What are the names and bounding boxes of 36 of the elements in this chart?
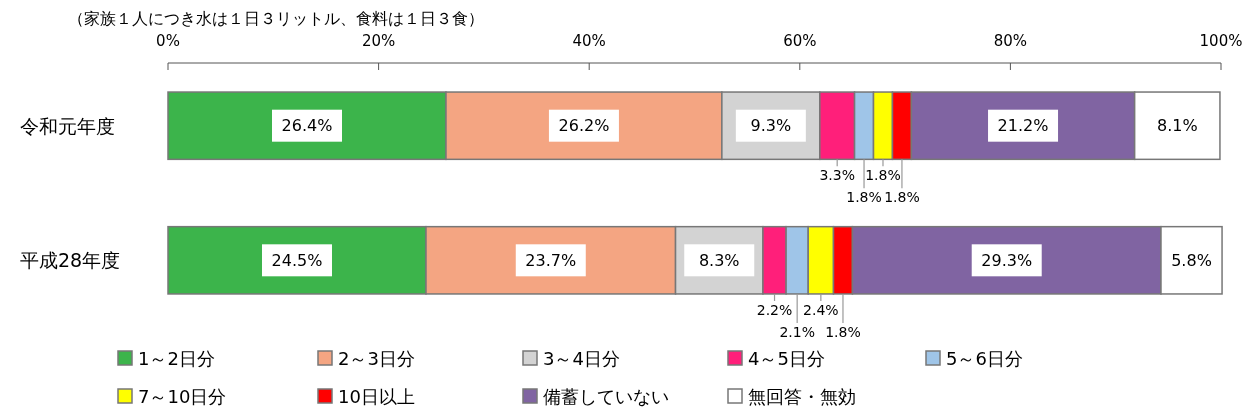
x-tick-label: 20% xyxy=(361,32,396,50)
y-tick-label: 平成28年度 xyxy=(20,249,121,272)
data-label: 1.8% xyxy=(825,323,861,340)
legend-label: 2～3日分 xyxy=(338,347,415,369)
data-label: 2.2% xyxy=(756,301,793,318)
legend-label: 3～4日分 xyxy=(543,347,620,369)
data-label: 2.4% xyxy=(803,301,839,318)
data-label: 8.1% xyxy=(1156,116,1198,136)
data-label: 3.3% xyxy=(819,167,855,184)
legend-label: 5～6日分 xyxy=(946,347,1023,369)
data-label: 8.3% xyxy=(698,250,740,270)
x-tick-label: 100% xyxy=(1199,32,1243,50)
data-label: 5.8% xyxy=(1171,250,1212,270)
legend-label: 4～5日分 xyxy=(748,347,825,369)
legend-label: 無回答・無効 xyxy=(748,385,856,407)
data-label: 26.2% xyxy=(558,116,610,136)
data-label: 23.7% xyxy=(525,250,577,270)
data-label: 9.3% xyxy=(750,116,792,136)
x-tick-label: 60% xyxy=(783,32,817,50)
legend-label: 7～10日分 xyxy=(138,385,227,407)
chart-title: （家族１人につき水は１日３リットル、食料は１日３食） xyxy=(68,9,484,28)
data-label: 1.8% xyxy=(884,189,920,206)
data-label: 2.1% xyxy=(779,323,815,340)
data-label: 1.8% xyxy=(865,167,901,184)
x-tick-label: 0% xyxy=(156,32,180,50)
x-tick-label: 40% xyxy=(572,32,606,50)
legend-label: 備蓄していない xyxy=(543,385,669,407)
y-tick-label: 令和元年度 xyxy=(20,114,115,137)
x-tick-label: 80% xyxy=(993,32,1028,50)
legend-label: 1～2日分 xyxy=(138,347,215,369)
data-label: 26.4% xyxy=(281,116,333,136)
data-label: 24.5% xyxy=(271,250,323,270)
legend-label: 10日以上 xyxy=(338,385,415,407)
data-label: 21.2% xyxy=(997,116,1049,136)
data-label: 29.3% xyxy=(981,250,1033,270)
data-label: 1.8% xyxy=(846,189,882,206)
